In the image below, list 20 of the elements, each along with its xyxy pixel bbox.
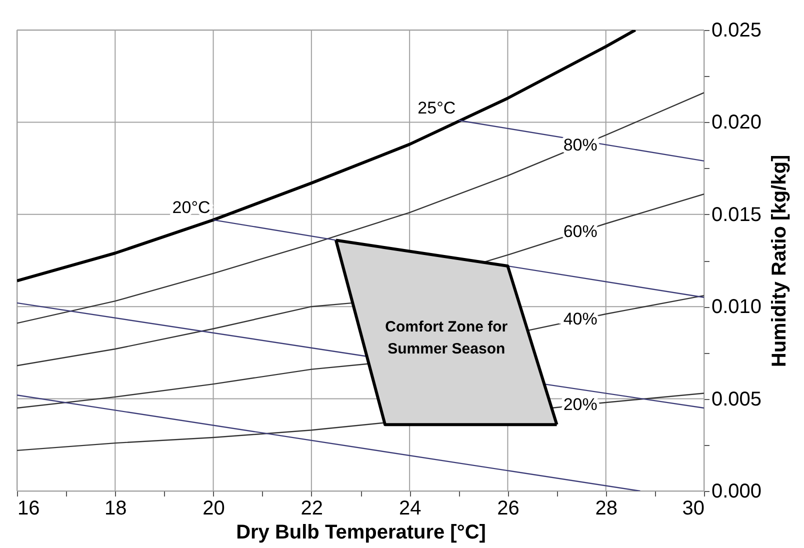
x-tick-label: 28 [595,498,618,520]
line-series [17,30,637,282]
series-label: 20°C [172,198,210,217]
y-tick-label: 0.005 [712,388,762,410]
y-tick-label: 0.020 [712,112,762,134]
y-axis-title: Humidity Ratio [kg/kg] [768,154,791,368]
series-label: 25°C [418,98,456,118]
x-axis-title: Dry Bulb Temperature [°C] [236,522,486,544]
x-tick-label: 30 [682,498,704,520]
y-tick-label: 0.025 [712,20,762,42]
x-tick-label: 16 [18,498,40,520]
series-label: Comfort Zone for Summer Season [385,318,508,358]
x-tick-label: 22 [300,498,324,520]
y-tick-label: 0.010 [712,296,762,318]
x-tick-label: 26 [497,498,520,520]
y-tick-label: 0.015 [712,204,762,226]
x-tick-label: 18 [104,498,127,520]
x-tick-label: 20 [202,498,225,520]
x-tick-label: 24 [398,498,422,520]
y-tick-label: 0.000 [712,480,762,502]
